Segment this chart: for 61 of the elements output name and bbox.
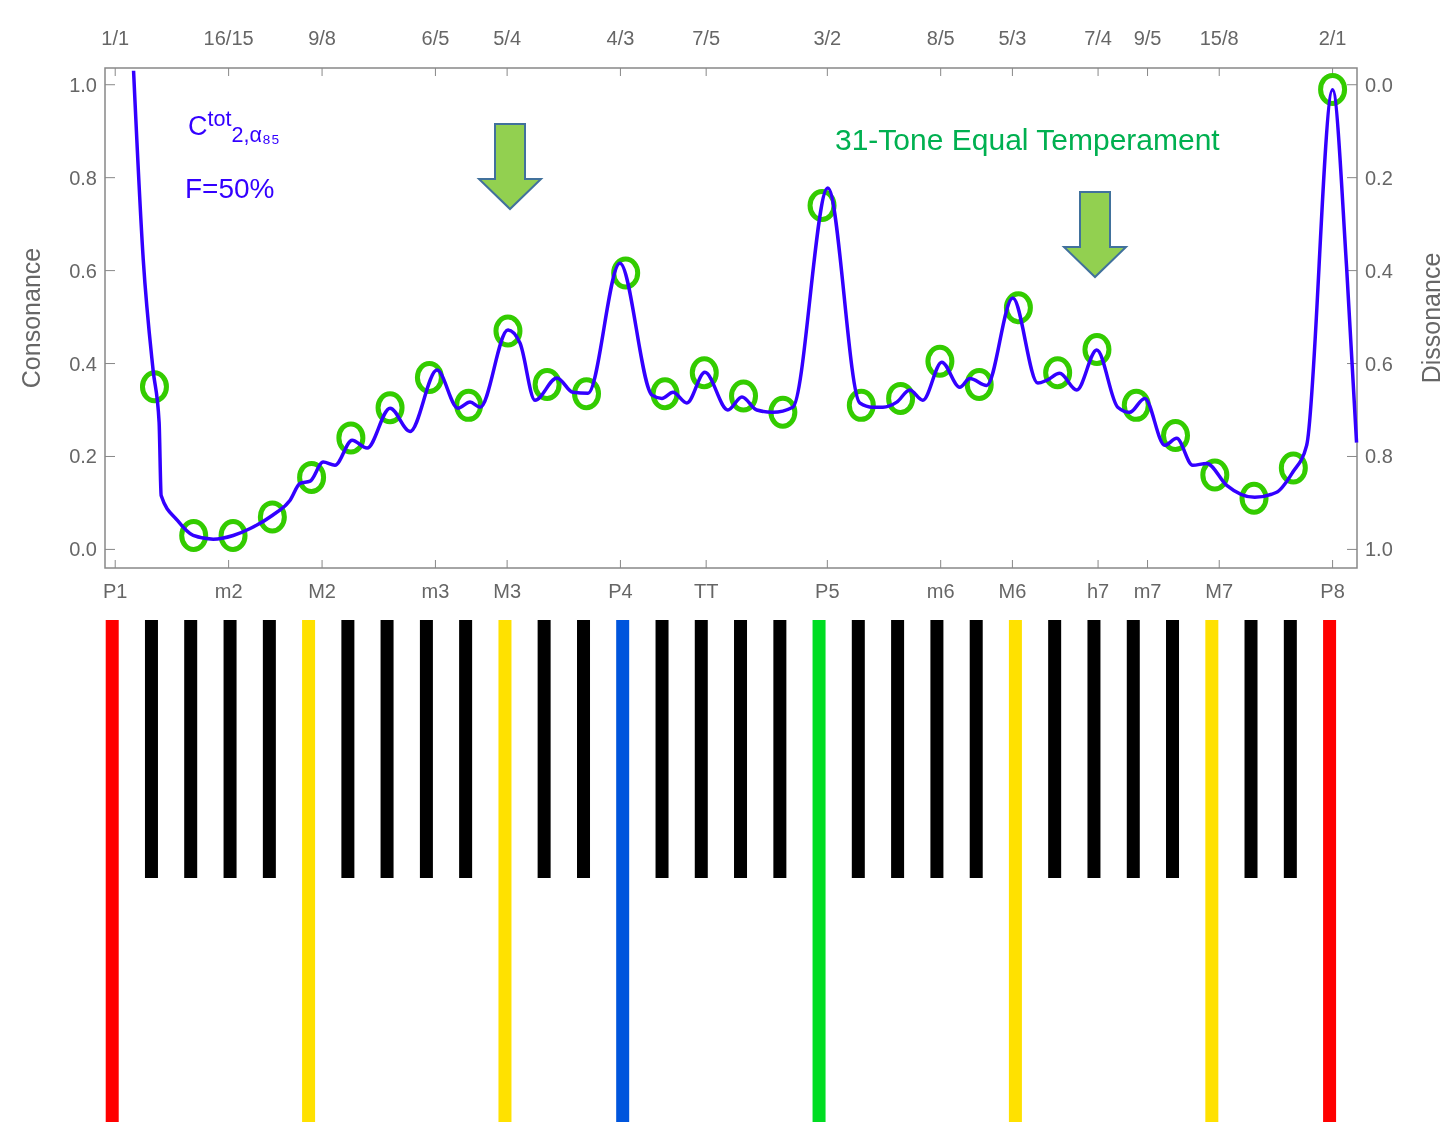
y2-axis-title: Dissonance: [1417, 252, 1445, 384]
point: [179, 518, 209, 552]
x-tick-label: 4/3: [606, 27, 635, 49]
text: m3: [421, 580, 450, 602]
text: P4: [608, 580, 633, 602]
point: [768, 395, 798, 429]
x-tick-label: 1/1: [101, 27, 130, 49]
x-tick-label: 5/4: [493, 27, 522, 49]
annotation: 31-Tone Equal Temperament: [835, 123, 1221, 156]
text: m7: [1133, 580, 1162, 602]
point: [886, 381, 916, 415]
x-tick-label: 16/15: [203, 27, 254, 49]
y-tick-label: 0.6: [69, 259, 97, 282]
point: [1161, 419, 1191, 453]
y2-tick-label: 0.0: [1365, 73, 1393, 96]
point: [1318, 72, 1348, 106]
x-tick-label: 6/5: [421, 27, 450, 49]
point: [297, 460, 327, 494]
point: [1278, 451, 1308, 485]
x-tick-label: 5/3: [998, 27, 1027, 49]
x-tick-label: 3/2: [813, 27, 842, 49]
x-tick-label: 7/5: [692, 27, 721, 49]
x-tick-label: 9/8: [308, 27, 336, 49]
text: M2: [308, 580, 336, 602]
point: [1082, 333, 1112, 367]
point: [257, 500, 287, 534]
text: h7: [1086, 580, 1110, 602]
y2-tick-label: 0.8: [1365, 445, 1393, 468]
x-tick-label: 8/5: [926, 27, 955, 49]
x-tick-label: 2/1: [1318, 27, 1347, 49]
y-tick-label: 0.0: [69, 538, 97, 561]
point: [925, 344, 955, 378]
text: M6: [998, 580, 1027, 602]
y-tick-label: 0.8: [69, 166, 97, 189]
annotation: F=50%: [185, 173, 275, 204]
point: [572, 377, 602, 411]
point: [218, 518, 248, 552]
text: m2: [214, 580, 243, 602]
x-tick-label: 15/8: [1199, 27, 1239, 49]
y2-tick-label: 0.2: [1365, 166, 1393, 189]
y2-tick-label: 0.6: [1365, 352, 1393, 375]
x-tick-label: 7/4: [1084, 27, 1112, 49]
point: [139, 370, 169, 404]
y-axis-title: Consonance: [17, 247, 45, 389]
text: P1: [102, 580, 128, 602]
y2-tick-label: 1.0: [1365, 538, 1393, 561]
text: M7: [1205, 580, 1234, 602]
y2-tick-label: 0.4: [1365, 259, 1393, 282]
text: m6: [926, 580, 955, 602]
x-tick-label: 9/5: [1133, 27, 1162, 49]
text: P8: [1320, 580, 1345, 602]
text: P5: [815, 580, 840, 602]
point: [689, 356, 719, 390]
text: M3: [493, 580, 522, 602]
point: [532, 367, 562, 401]
y-tick-label: 0.4: [69, 352, 97, 375]
point: [1043, 356, 1073, 390]
y-tick-label: 1.0: [69, 73, 97, 96]
text: TT: [693, 580, 719, 602]
y-tick-label: 0.2: [69, 445, 97, 468]
point: [729, 379, 759, 413]
